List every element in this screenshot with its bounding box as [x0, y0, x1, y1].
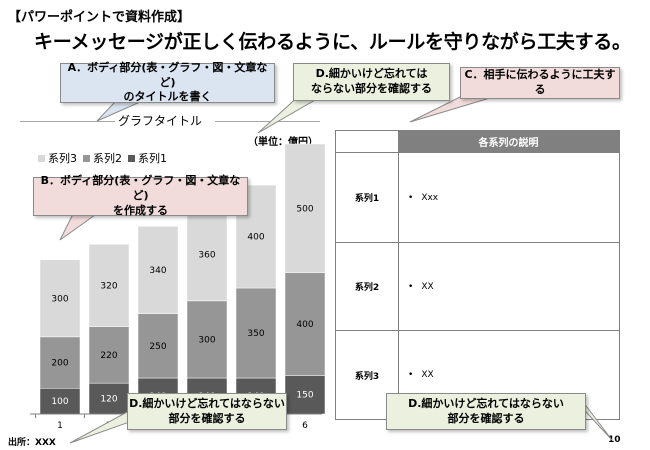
bar-segment: [39, 259, 81, 338]
bar-segment: [88, 382, 130, 415]
x-tick-label: 6: [302, 421, 308, 431]
table-row-label: 系列2: [336, 243, 399, 330]
bar-data-label: 340: [149, 266, 166, 276]
bar-data-label: 220: [100, 351, 117, 361]
legend-swatch-series2: [83, 154, 90, 162]
callout-d-chart: D.細かいけど忘れてはならない 部分を確認する: [127, 393, 287, 430]
bar-data-label: 350: [247, 329, 264, 339]
callout-b: B．ボディ部分(表・グラフ・図・文章など) を作成する: [33, 174, 248, 217]
bar-data-label: 120: [100, 395, 117, 405]
table-row-label: 系列3: [336, 331, 399, 419]
bar-data-label: 200: [51, 359, 68, 369]
legend-label-series2: 系列2: [93, 152, 122, 165]
bar-data-label: 300: [51, 294, 68, 304]
bar-segment: [39, 336, 81, 389]
bar-segment: [186, 300, 228, 379]
legend-swatch-series3: [38, 154, 45, 162]
chart-title: グラフタイトル: [118, 114, 203, 128]
chart-unit-label: （単位：億円）: [248, 137, 318, 148]
bullet-icon: •: [408, 370, 414, 380]
page-number: 10: [608, 435, 621, 445]
bar-segment: [284, 272, 326, 376]
table-row-cell: • XX: [408, 331, 434, 419]
x-tick-label: 1: [57, 421, 63, 431]
chart-legend: 系列3 系列2 系列1: [38, 150, 167, 166]
bar-data-label: 300: [198, 335, 215, 345]
callout-d-top: D.細かいけど忘れては ならない部分を確認する: [293, 63, 450, 101]
bar-segment: [39, 388, 81, 415]
table-row-label: 系列1: [336, 153, 399, 242]
table-row-text: Xxx: [421, 192, 439, 203]
legend-item-series2: 系列2: [83, 150, 122, 166]
callout-d-table: D.細かいけど忘れてはならない 部分を確認する: [386, 393, 586, 430]
legend-swatch-series1: [128, 154, 135, 162]
bar-data-label: 150: [296, 391, 313, 401]
bar-data-label: 500: [296, 204, 313, 214]
slide-heading: 【パワーポイントで資料作成】: [8, 10, 191, 25]
table-header: 各系列の説明: [398, 131, 619, 152]
bar-segment: [88, 244, 130, 327]
chart-title-rule-left: [20, 121, 115, 122]
table-row-text: XX: [421, 281, 434, 292]
table-row: 系列3 • XX: [336, 330, 619, 419]
bar-segment: [88, 326, 130, 384]
callout-c: C．相手に伝わるように工夫する: [460, 67, 620, 99]
legend-label-series3: 系列3: [48, 152, 77, 165]
legend-item-series3: 系列3: [38, 150, 77, 166]
slide-title: キーメッセージが正しく伝わるように、ルールを守りながら工夫する。: [34, 31, 631, 53]
table-row-cell: • Xxx: [408, 153, 438, 242]
bar-segment: [137, 226, 179, 314]
table-row: 系列2 • XX: [336, 242, 619, 330]
bar-data-label: 100: [51, 397, 68, 407]
callout-a: A．ボディ部分(表・グラフ・図・文章など) のタイトルを書く: [60, 61, 275, 103]
bar-data-label: 360: [198, 251, 215, 261]
table-row-text: XX: [421, 370, 434, 380]
source-note: 出所：XXX: [8, 438, 56, 448]
table-row: 系列1 • Xxx: [336, 152, 619, 242]
bullet-icon: •: [408, 281, 414, 292]
legend-label-series1: 系列1: [138, 152, 167, 165]
bar-data-label: 400: [296, 320, 313, 330]
bar-data-label: 250: [149, 342, 166, 352]
bullet-icon: •: [408, 192, 414, 203]
bar-segment: [284, 143, 326, 273]
bar-data-label: 400: [247, 233, 264, 243]
bar-segment: [137, 313, 179, 379]
bar-data-label: 320: [100, 281, 117, 291]
series-description-table: 各系列の説明 系列1 • Xxx 系列2 • XX 系列3 • XX: [335, 130, 620, 420]
table-row-cell: • XX: [408, 243, 434, 330]
bar-segment: [235, 287, 277, 379]
chart-title-rule-right: [215, 121, 320, 122]
legend-item-series1: 系列1: [128, 150, 167, 166]
